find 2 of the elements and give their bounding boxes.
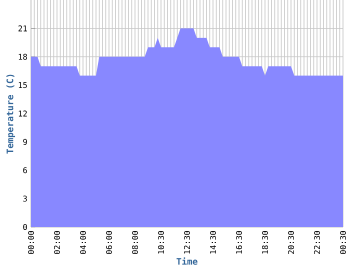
x-axis-title: Time <box>176 257 198 265</box>
y-axis-title: Temperature (C) <box>6 74 16 154</box>
